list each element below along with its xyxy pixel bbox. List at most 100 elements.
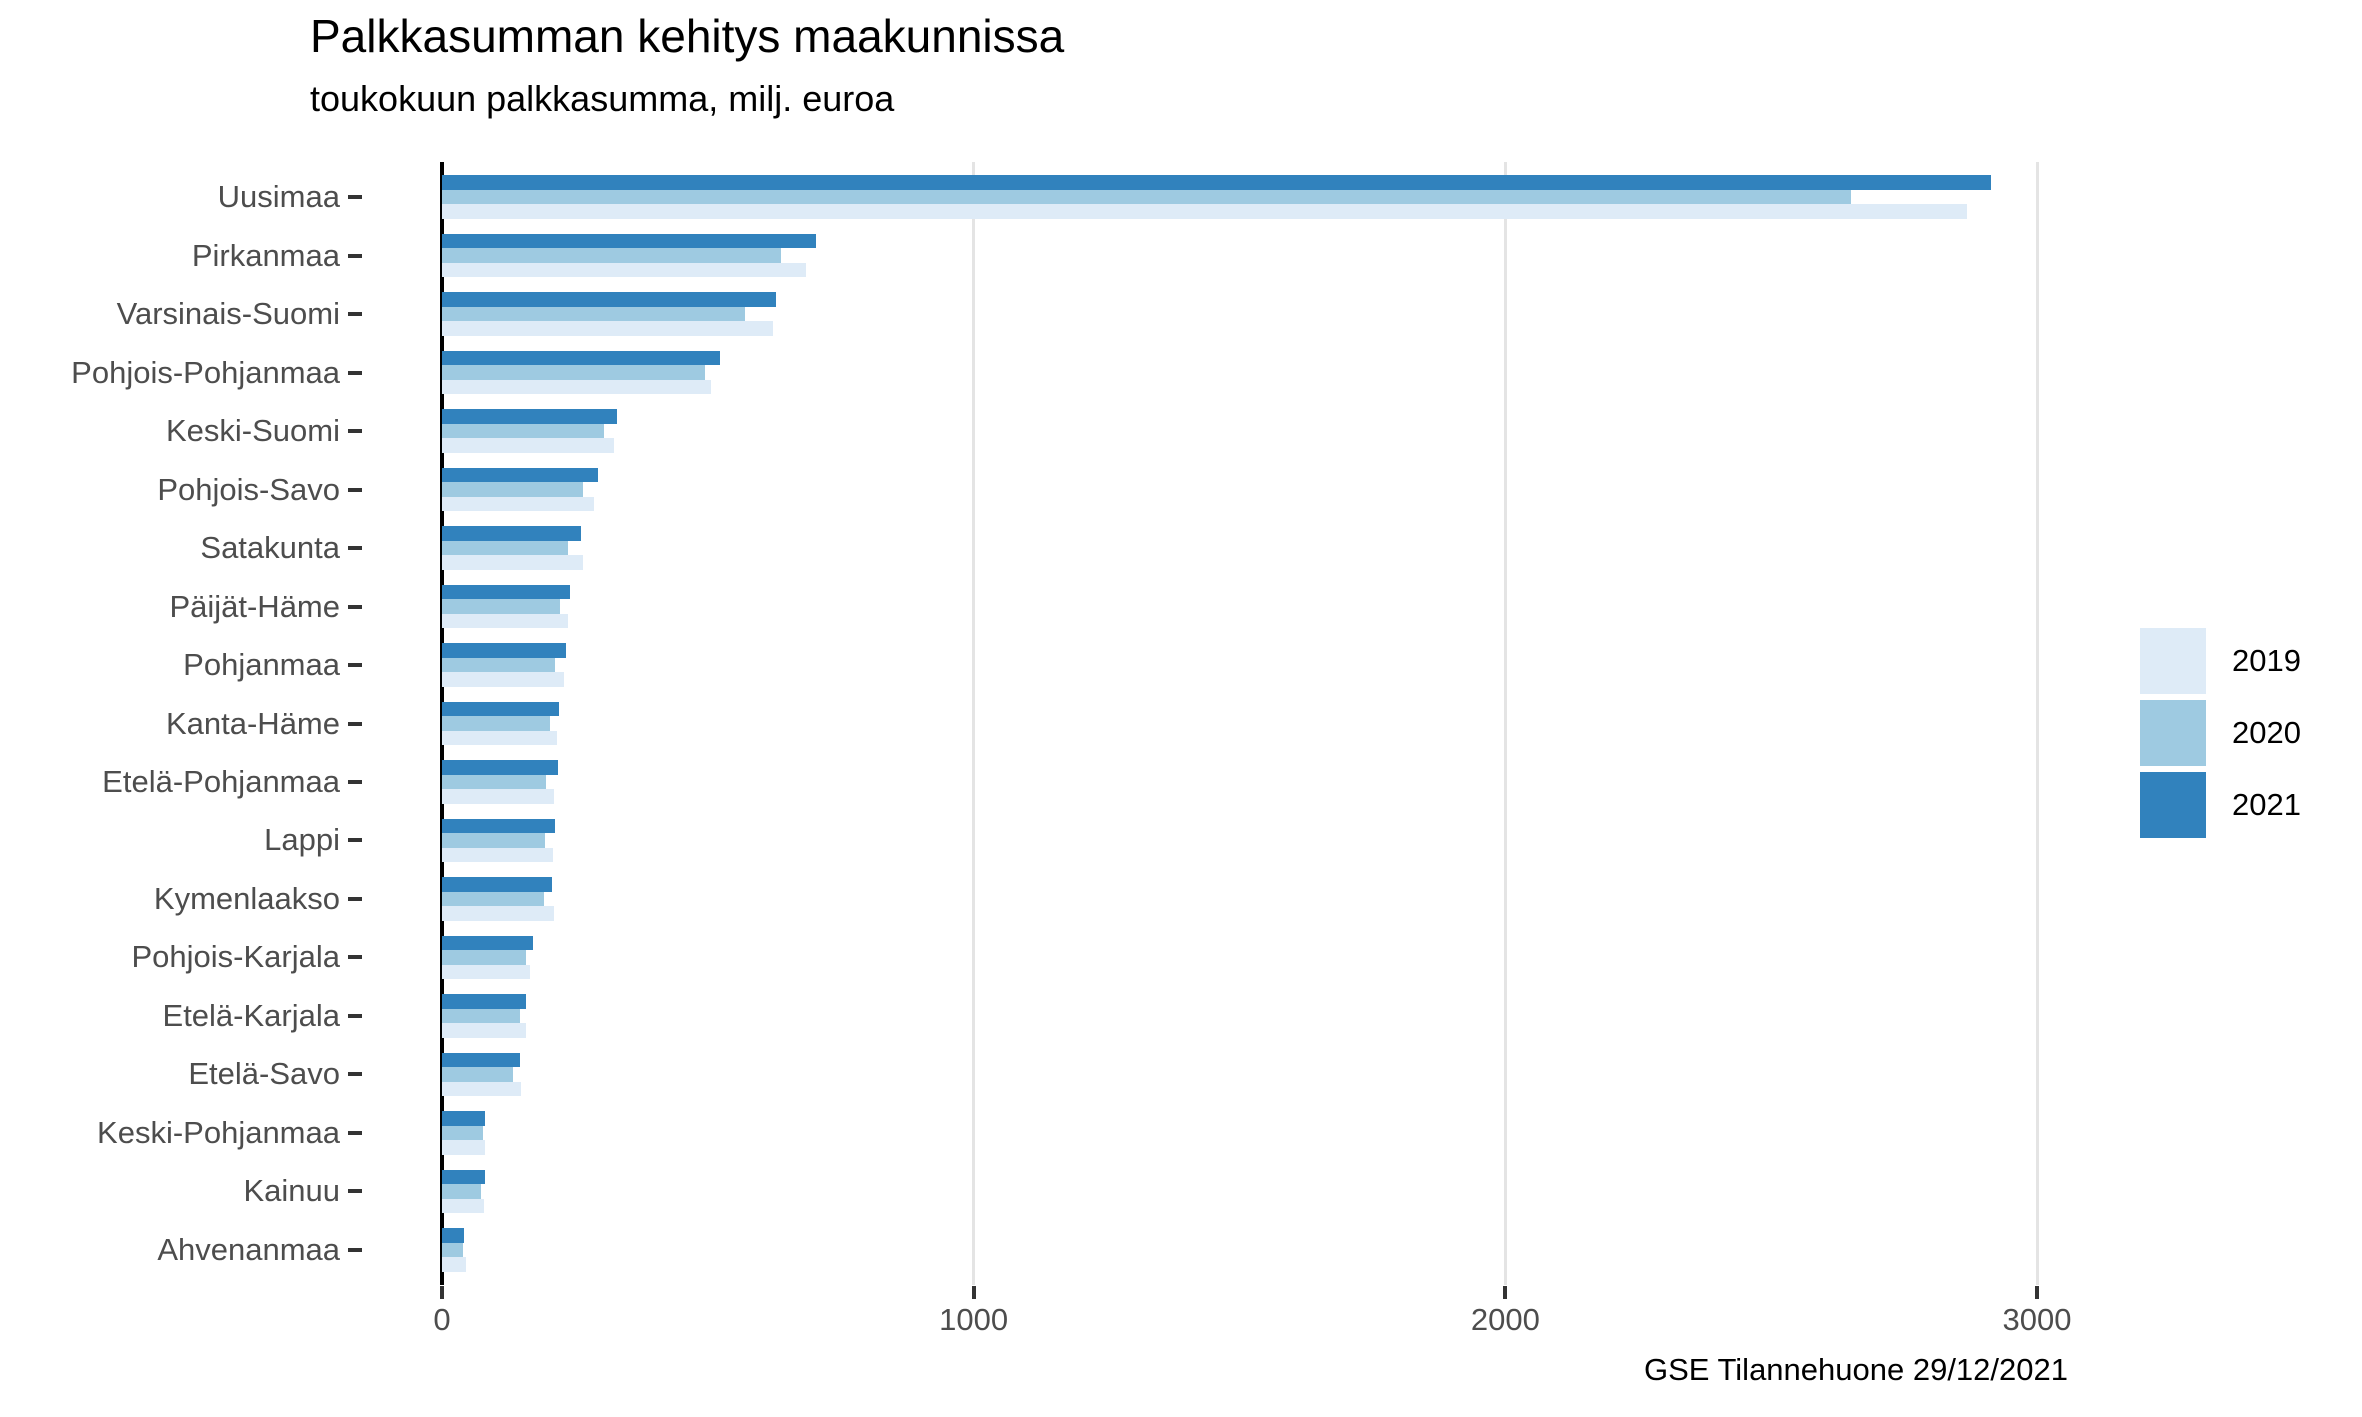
y-axis-label-uusimaa: Uusimaa <box>217 179 340 215</box>
bar-2020-pohjois-pohjanmaa <box>442 365 706 380</box>
bar-2020-keski-pohjanmaa <box>442 1125 483 1141</box>
bar-2021-pohjois-savo <box>442 467 598 483</box>
bar-2019-pohjois-karjala <box>442 964 531 980</box>
legend-swatch-2021 <box>2140 772 2206 838</box>
bar-2020-pohjois-savo <box>442 482 583 497</box>
x-axis-tick-label-1000: 1000 <box>939 1302 1009 1337</box>
legend-item-2021: 2021 <box>2140 772 2301 838</box>
y-axis-label-satakunta: Satakunta <box>200 530 340 566</box>
y-axis-tick <box>348 1189 362 1194</box>
bar-2021-lappi <box>442 818 556 834</box>
bar-2020-uusimaa <box>442 189 1851 205</box>
y-axis-label-keski-pohjanmaa: Keski-Pohjanmaa <box>97 1114 340 1150</box>
legend-label-2020: 2020 <box>2232 715 2301 750</box>
chart-title: Palkkasumman kehitys maakunnissa <box>310 10 1065 62</box>
bar-2019-etelä-karjala <box>442 1023 526 1038</box>
gridline-2000 <box>1503 162 1507 1285</box>
bar-2019-kanta-häme <box>442 730 557 746</box>
y-axis-tick <box>348 1013 362 1018</box>
bar-2019-lappi <box>442 847 554 863</box>
bar-2020-etelä-savo <box>442 1067 514 1082</box>
bar-2020-etelä-karjala <box>442 1008 521 1024</box>
y-axis-label-päijät-häme: Päijät-Häme <box>169 588 340 624</box>
bar-2020-kanta-häme <box>442 716 550 731</box>
y-axis-label-lappi: Lappi <box>264 822 340 858</box>
y-axis-label-pirkanmaa: Pirkanmaa <box>191 237 340 273</box>
bar-2020-keski-suomi <box>442 423 605 439</box>
bar-2020-kainuu <box>442 1184 481 1199</box>
y-axis-tick <box>348 1130 362 1135</box>
legend-item-2020: 2020 <box>2140 700 2301 766</box>
y-axis-label-pohjois-karjala: Pohjois-Karjala <box>131 939 341 975</box>
y-axis-label-kainuu: Kainuu <box>243 1173 340 1209</box>
bar-2021-pohjanmaa <box>442 643 566 658</box>
y-axis-label-etelä-savo: Etelä-Savo <box>188 1056 340 1092</box>
bar-2019-kymenlaakso <box>442 906 555 921</box>
bar-2019-varsinais-suomi <box>442 321 774 336</box>
y-axis-tick <box>348 1247 362 1252</box>
y-axis-label-pohjois-pohjanmaa: Pohjois-Pohjanmaa <box>71 354 340 390</box>
bar-2020-etelä-pohjanmaa <box>442 774 547 790</box>
bar-2019-pohjanmaa <box>442 672 564 687</box>
bar-2020-päijät-häme <box>442 599 561 614</box>
bar-2019-etelä-pohjanmaa <box>442 789 555 804</box>
y-axis-tick <box>348 429 362 434</box>
bar-2021-päijät-häme <box>442 584 570 600</box>
bar-2020-lappi <box>442 833 546 848</box>
y-axis-label-pohjanmaa: Pohjanmaa <box>183 647 340 682</box>
bar-2021-etelä-pohjanmaa <box>442 760 558 775</box>
bar-2021-etelä-karjala <box>442 994 526 1009</box>
bar-2021-keski-pohjanmaa <box>442 1111 486 1126</box>
x-axis-tick-0 <box>440 1286 444 1299</box>
y-axis-tick <box>348 546 362 551</box>
bar-2021-pohjois-karjala <box>442 935 533 951</box>
y-axis-label-varsinais-suomi: Varsinais-Suomi <box>116 296 340 332</box>
legend-swatch-2019 <box>2140 628 2206 694</box>
y-axis-label-pohjois-savo: Pohjois-Savo <box>157 471 340 507</box>
y-axis-tick <box>348 604 362 609</box>
legend-label-2021: 2021 <box>2232 787 2301 822</box>
plot-panel <box>365 162 2068 1285</box>
bar-2020-pohjanmaa <box>442 657 556 673</box>
gridline-3000 <box>2035 162 2039 1285</box>
y-axis-label-ahvenanmaa: Ahvenanmaa <box>157 1231 340 1267</box>
bar-2019-kainuu <box>442 1198 484 1214</box>
legend-item-2019: 2019 <box>2140 628 2301 694</box>
chart-subtitle: toukokuun palkkasumma, milj. euroa <box>310 78 895 119</box>
bar-2021-kainuu <box>442 1169 486 1185</box>
legend-swatch-2020 <box>2140 700 2206 766</box>
bar-2021-pirkanmaa <box>442 233 816 249</box>
bar-2019-keski-pohjanmaa <box>442 1140 486 1155</box>
bar-2019-ahvenanmaa <box>442 1257 466 1272</box>
bar-2021-etelä-savo <box>442 1052 521 1068</box>
bar-2021-ahvenanmaa <box>442 1228 464 1243</box>
bar-2021-kymenlaakso <box>442 877 553 892</box>
y-axis-tick <box>348 838 362 843</box>
gridline-1000 <box>972 162 976 1285</box>
y-axis-tick <box>348 1072 362 1077</box>
y-axis-label-kymenlaakso: Kymenlaakso <box>153 880 340 916</box>
bar-2021-kanta-häme <box>442 701 559 717</box>
bar-2021-varsinais-suomi <box>442 292 776 307</box>
bar-2019-satakunta <box>442 555 583 570</box>
y-axis-label-etelä-pohjanmaa: Etelä-Pohjanmaa <box>102 763 340 799</box>
bar-2020-kymenlaakso <box>442 891 545 907</box>
y-axis-tick <box>348 955 362 960</box>
x-axis-tick-label-0: 0 <box>433 1302 451 1337</box>
bar-2019-pirkanmaa <box>442 262 807 278</box>
legend: 2019 2020 2021 <box>2140 628 2301 844</box>
y-axis-tick <box>348 663 362 667</box>
bar-2020-pirkanmaa <box>442 248 782 263</box>
bar-2019-pohjois-savo <box>442 496 595 512</box>
bar-2020-varsinais-suomi <box>442 306 746 322</box>
x-axis-tick-1000 <box>971 1286 976 1299</box>
bar-2019-uusimaa <box>442 204 1967 219</box>
bar-2019-keski-suomi <box>442 438 614 453</box>
y-axis-tick <box>348 312 362 317</box>
bar-2019-pohjois-pohjanmaa <box>442 379 712 395</box>
x-axis-tick-2000 <box>1503 1286 1508 1299</box>
y-axis-tick <box>348 370 362 375</box>
x-axis-tick-label-2000: 2000 <box>1470 1302 1540 1337</box>
bar-2020-ahvenanmaa <box>442 1242 463 1258</box>
